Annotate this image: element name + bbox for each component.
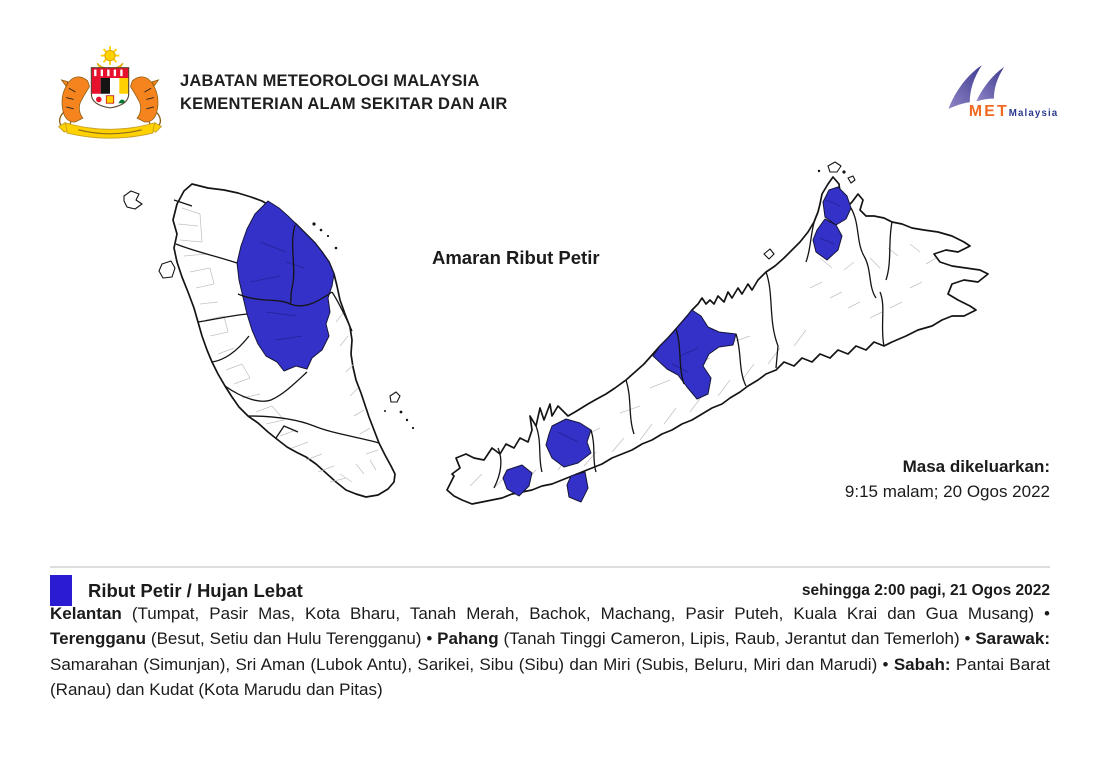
peninsular-malaysia-map — [123, 183, 415, 498]
met-logo-country: Malaysia — [1009, 108, 1058, 119]
tiger-supporter-right — [130, 76, 161, 128]
agency-title-block: JABATAN METEOROLOGI MALAYSIA KEMENTERIAN… — [180, 70, 508, 116]
division-boundaries — [493, 207, 893, 489]
highlighted-region-lubok-antu — [566, 471, 589, 503]
highlighted-region-miri-subis-beluru-marudi — [652, 309, 737, 400]
ministry-name: KEMENTERIAN ALAM SEKITAR DAN AIR — [180, 95, 508, 113]
motto-banner — [57, 122, 163, 139]
district-boundaries — [177, 207, 379, 483]
malaysia-coat-of-arms-icon — [57, 46, 163, 139]
metmalaysia-logo: MET Malaysia — [928, 58, 1058, 128]
highlighted-region-kelantan-terengganu-pahang — [236, 200, 335, 372]
highlighted-regions — [502, 186, 852, 503]
highlighted-region-ranau — [812, 218, 843, 261]
highlighted-region-simunjan — [502, 464, 533, 497]
issued-time-block: Masa dikeluarkan: 9:15 malam; 20 Ogos 20… — [845, 454, 1050, 504]
district-boundaries-highlighted — [557, 199, 841, 443]
shield — [90, 67, 130, 109]
warning-areas-text: Kelantan (Tumpat, Pasir Mas, Kota Bharu,… — [50, 604, 1050, 699]
met-logo-text: MET — [969, 103, 1009, 120]
map-title: Amaran Ribut Petir — [432, 247, 600, 268]
met-swoosh-icon — [948, 65, 1005, 109]
legend-swatch — [50, 575, 72, 606]
east-malaysia-map — [446, 161, 989, 505]
offshore-islands — [763, 161, 856, 260]
issued-value: 9:15 malam; 20 Ogos 2022 — [844, 482, 1050, 501]
issued-label: Masa dikeluarkan: — [902, 457, 1050, 476]
highlighted-region-sarikei-sibu — [545, 418, 592, 468]
tiger-supporter-left — [59, 76, 90, 128]
legend-valid-until: sehingga 2:00 pagi, 21 Ogos 2022 — [801, 581, 1050, 599]
legend-label: Ribut Petir / Hujan Lebat — [88, 579, 303, 601]
offshore-islands — [123, 190, 415, 430]
district-boundaries-highlighted — [249, 241, 305, 341]
legend-bar: Ribut Petir / Hujan Lebat sehingga 2:00 … — [50, 566, 1050, 606]
agency-name: JABATAN METEOROLOGI MALAYSIA — [180, 72, 480, 90]
state-boundaries — [173, 199, 380, 444]
